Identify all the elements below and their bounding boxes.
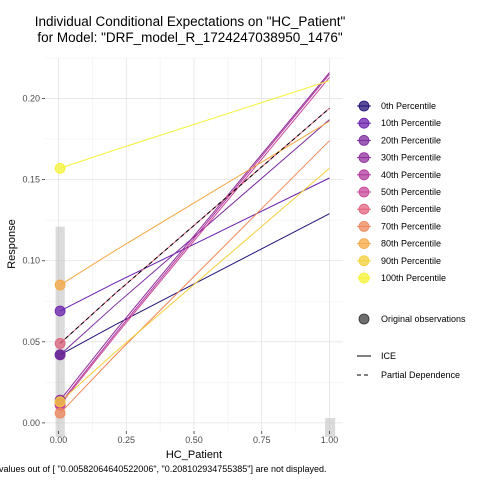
legend-label: 10th Percentile (381, 118, 441, 128)
rug-bar (55, 226, 65, 437)
y-axis-ticks: 0.00 0.05 0.10 0.15 0.20 (22, 94, 45, 428)
x-tick-label: 0.75 (253, 435, 271, 445)
observation-points (54, 162, 66, 419)
legend-label: 80th Percentile (381, 239, 441, 249)
x-axis-ticks: 0.00 0.25 0.50 0.75 1.00 (50, 431, 338, 445)
chart-subtitle: for Model: "DRF_model_R_1724247038950_14… (37, 30, 343, 45)
observation-point (54, 305, 66, 317)
legend-label: 50th Percentile (381, 187, 441, 197)
observation-point (54, 349, 66, 361)
observation-point (54, 279, 66, 291)
legend-label: 60th Percentile (381, 204, 441, 214)
ice-line (59, 77, 330, 406)
y-axis-title: Response (6, 219, 18, 269)
legend-ice-label: ICE (381, 351, 396, 361)
legend-original-swatch (358, 313, 370, 325)
legend-label: 100th Percentile (381, 273, 446, 283)
rug-bars (55, 226, 336, 437)
legend-label: 40th Percentile (381, 170, 441, 180)
y-tick-label: 0.10 (22, 256, 40, 266)
rug-bar (325, 418, 336, 437)
legend-pdp-label: Partial Dependence (381, 370, 460, 380)
x-tick-label: 0.00 (50, 435, 68, 445)
chart-title: Individual Conditional Expectations on "… (35, 14, 346, 29)
ice-line (59, 80, 330, 169)
ice-line (59, 73, 330, 404)
ice-line (59, 213, 330, 356)
x-tick-label: 0.25 (118, 435, 136, 445)
observation-point (54, 338, 66, 349)
ice-line (59, 120, 330, 286)
legend-label: 20th Percentile (381, 135, 441, 145)
ice-line (59, 72, 330, 401)
pdp-line (59, 107, 330, 344)
y-tick-label: 0.00 (22, 418, 40, 428)
chart-caption: values out of [ "0.00582064640522006", "… (0, 464, 327, 474)
x-tick-label: 1.00 (321, 435, 339, 445)
y-tick-label: 0.15 (22, 175, 40, 185)
observation-point (54, 396, 66, 408)
pdp-line-path (59, 107, 330, 344)
y-tick-label: 0.20 (22, 94, 40, 104)
ice-line (59, 167, 330, 403)
ice-line (59, 140, 330, 414)
legend-label: 90th Percentile (381, 256, 441, 266)
legend: 0th Percentile 10th Percentile 20th Percen… (357, 100, 466, 380)
observation-point (54, 162, 66, 174)
ice-line (59, 119, 330, 356)
legend-label: 30th Percentile (381, 153, 441, 163)
x-tick-label: 0.50 (185, 435, 203, 445)
legend-original-label: Original observations (381, 314, 466, 324)
legend-label: 70th Percentile (381, 221, 441, 231)
x-axis-title: HC_Patient (166, 449, 222, 461)
legend-label: 0th Percentile (381, 101, 436, 111)
y-tick-label: 0.05 (22, 337, 40, 347)
observation-point (54, 407, 66, 419)
